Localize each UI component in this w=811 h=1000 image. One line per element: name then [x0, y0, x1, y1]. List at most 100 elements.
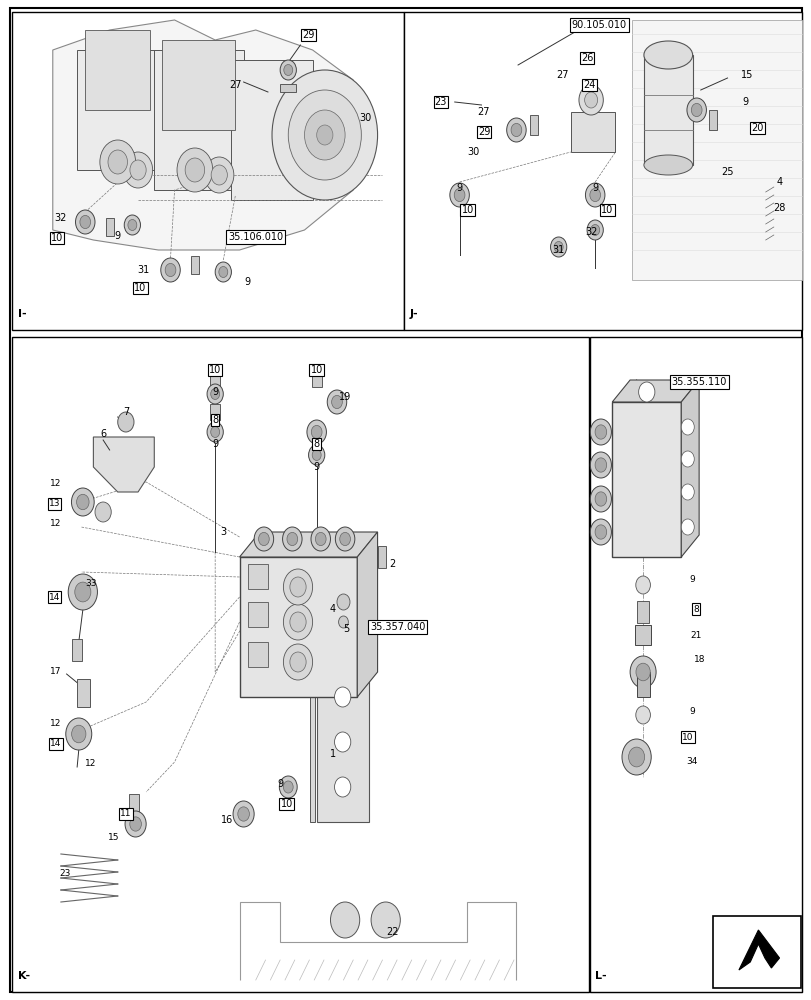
Circle shape	[71, 488, 94, 516]
Text: 5: 5	[343, 624, 350, 634]
Bar	[105, 218, 114, 236]
Bar	[570, 112, 615, 152]
Circle shape	[629, 656, 655, 688]
Text: 25: 25	[720, 167, 733, 177]
Ellipse shape	[643, 41, 692, 69]
Circle shape	[338, 616, 348, 628]
Text: 9: 9	[313, 462, 320, 472]
Text: 32: 32	[584, 227, 597, 237]
Bar	[239, 557, 357, 697]
Circle shape	[283, 569, 312, 605]
Text: J-: J-	[410, 309, 418, 319]
Text: 22: 22	[385, 927, 398, 937]
Circle shape	[124, 215, 140, 235]
Text: 6: 6	[100, 429, 106, 439]
Circle shape	[628, 747, 644, 767]
Circle shape	[288, 90, 361, 180]
Circle shape	[680, 419, 693, 435]
Bar	[643, 55, 692, 165]
Circle shape	[283, 781, 293, 793]
Polygon shape	[680, 380, 698, 557]
Text: 29: 29	[477, 127, 490, 137]
Circle shape	[594, 492, 606, 506]
Circle shape	[75, 582, 91, 602]
Text: 7: 7	[122, 407, 129, 417]
Text: 33: 33	[85, 580, 97, 588]
Circle shape	[290, 612, 306, 632]
Bar	[12, 12, 403, 330]
Circle shape	[311, 450, 321, 460]
Text: 9: 9	[277, 779, 283, 789]
Text: 30: 30	[466, 147, 479, 157]
Circle shape	[334, 777, 350, 797]
Bar	[12, 337, 588, 992]
Text: 10: 10	[461, 205, 474, 215]
Text: 31: 31	[137, 265, 150, 275]
Bar	[247, 564, 268, 589]
Text: K-: K-	[18, 971, 30, 981]
Circle shape	[311, 527, 330, 551]
Bar	[611, 402, 680, 557]
Bar	[191, 256, 199, 274]
Circle shape	[218, 266, 227, 277]
Text: 8: 8	[212, 415, 218, 425]
Text: 27: 27	[477, 107, 490, 117]
Circle shape	[590, 452, 611, 478]
Bar	[316, 662, 369, 822]
Text: 9: 9	[591, 183, 598, 193]
Circle shape	[95, 502, 111, 522]
Text: 10: 10	[50, 233, 63, 243]
Circle shape	[327, 390, 346, 414]
Circle shape	[123, 152, 152, 188]
Circle shape	[621, 739, 650, 775]
Text: 1: 1	[329, 749, 336, 759]
Circle shape	[100, 140, 135, 184]
Polygon shape	[93, 437, 154, 492]
Text: 8: 8	[692, 604, 698, 613]
Text: 17: 17	[50, 668, 62, 676]
Bar	[377, 546, 385, 568]
Circle shape	[68, 574, 97, 610]
Bar	[129, 794, 139, 814]
Bar	[280, 84, 296, 92]
Circle shape	[635, 576, 650, 594]
Text: 9: 9	[212, 439, 218, 449]
Polygon shape	[611, 380, 698, 402]
Circle shape	[284, 64, 292, 76]
Polygon shape	[239, 532, 377, 557]
Polygon shape	[738, 930, 779, 970]
Bar	[77, 50, 158, 170]
Circle shape	[207, 422, 223, 442]
Text: 30: 30	[358, 113, 371, 123]
Text: 3: 3	[220, 527, 226, 537]
Text: 2: 2	[388, 559, 395, 569]
Text: 12: 12	[50, 519, 62, 528]
Ellipse shape	[643, 155, 692, 175]
Circle shape	[637, 382, 654, 402]
Text: 9: 9	[244, 277, 251, 287]
Circle shape	[215, 262, 231, 282]
Bar	[77, 679, 90, 707]
Circle shape	[330, 902, 359, 938]
Text: 9: 9	[212, 387, 218, 397]
Text: 16: 16	[221, 815, 234, 825]
Circle shape	[635, 663, 650, 681]
Circle shape	[339, 532, 350, 546]
Bar	[311, 371, 321, 387]
Circle shape	[165, 263, 176, 277]
Circle shape	[449, 183, 469, 207]
Text: 35.355.110: 35.355.110	[671, 377, 726, 387]
Circle shape	[316, 125, 333, 145]
Text: 10: 10	[310, 365, 323, 375]
Text: 9: 9	[741, 97, 748, 107]
Circle shape	[282, 527, 302, 551]
Text: 9: 9	[456, 183, 462, 193]
Circle shape	[311, 425, 322, 439]
Text: 10: 10	[208, 365, 221, 375]
Text: 8: 8	[313, 439, 320, 449]
Text: L-: L-	[594, 971, 606, 981]
Text: 14: 14	[50, 740, 62, 748]
Circle shape	[307, 420, 326, 444]
Circle shape	[130, 817, 141, 831]
Circle shape	[238, 807, 249, 821]
